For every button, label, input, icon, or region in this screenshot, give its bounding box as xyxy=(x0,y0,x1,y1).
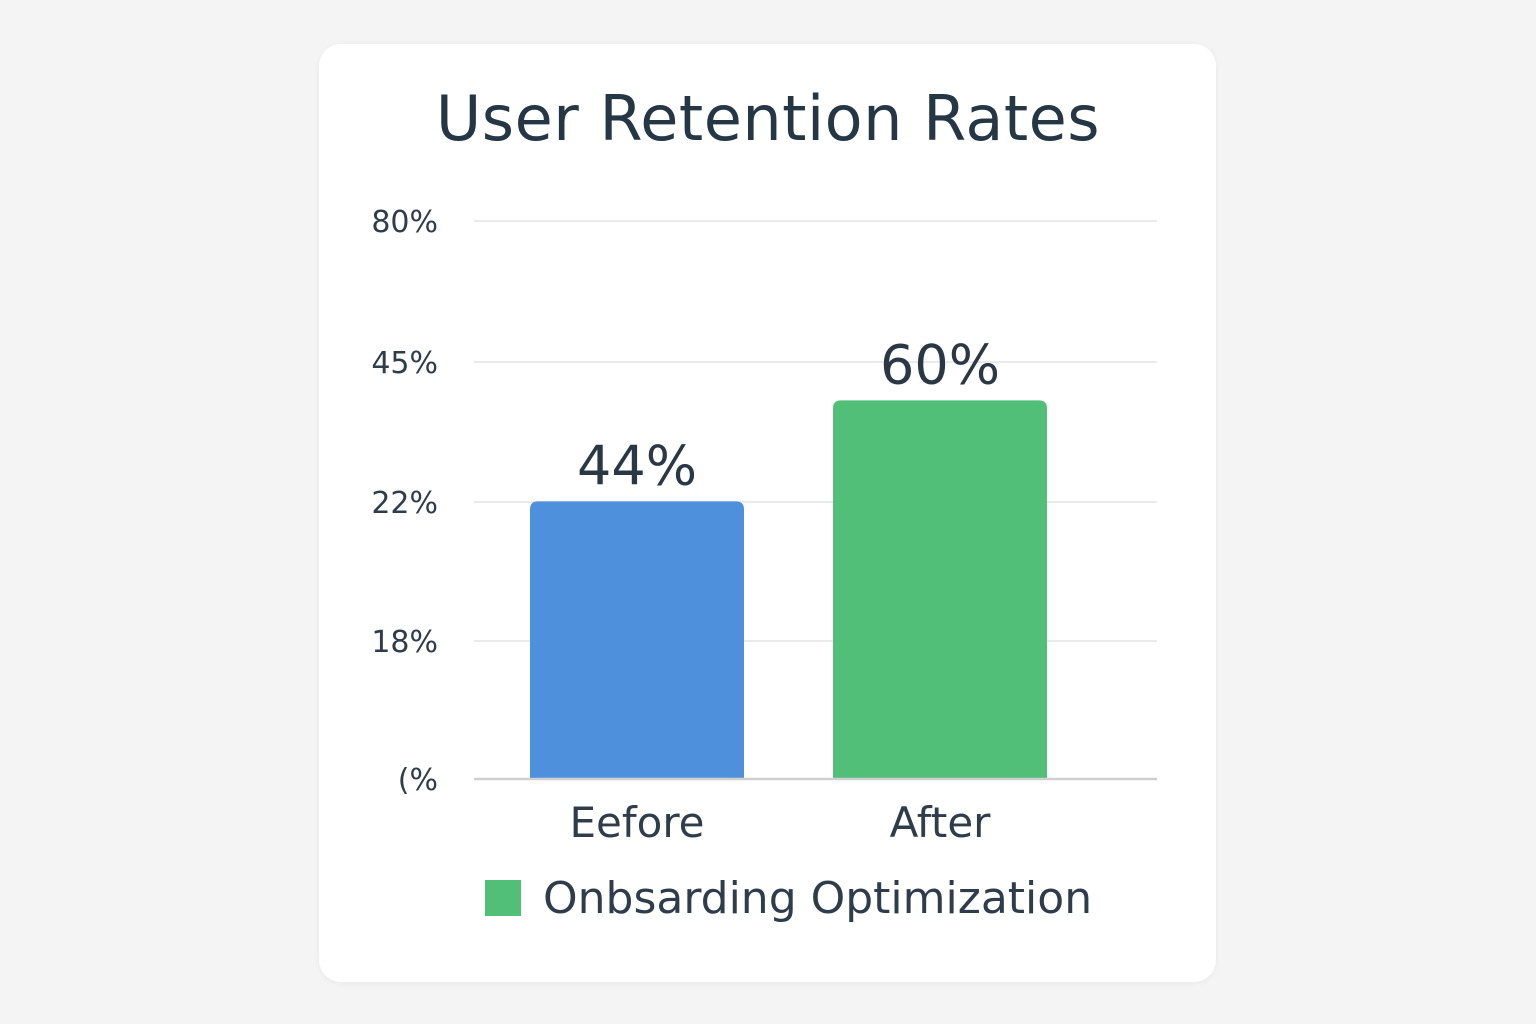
y-tick-label: (% xyxy=(398,763,438,798)
chart-title: User Retention Rates xyxy=(435,82,1101,155)
category-label: After xyxy=(890,798,992,847)
y-axis-ticks: (% 18% 22% 45% 80% xyxy=(371,205,438,798)
chart-card xyxy=(319,44,1216,982)
value-label: 44% xyxy=(577,434,697,497)
bar-0 xyxy=(530,501,744,779)
y-tick-label: 22% xyxy=(371,486,438,521)
legend-label: Onbsarding Optimization xyxy=(543,872,1093,924)
x-axis-categories: Eefore After xyxy=(569,798,991,847)
bars: 44% 60% xyxy=(530,333,1047,779)
bar-1 xyxy=(833,400,1047,779)
y-tick-label: 80% xyxy=(371,205,438,240)
value-label: 60% xyxy=(880,333,1000,396)
category-label: Eefore xyxy=(569,798,704,847)
y-tick-label: 18% xyxy=(371,625,438,660)
y-tick-label: 45% xyxy=(371,346,438,381)
legend-swatch xyxy=(485,880,521,916)
legend: Onbsarding Optimization xyxy=(485,872,1092,924)
